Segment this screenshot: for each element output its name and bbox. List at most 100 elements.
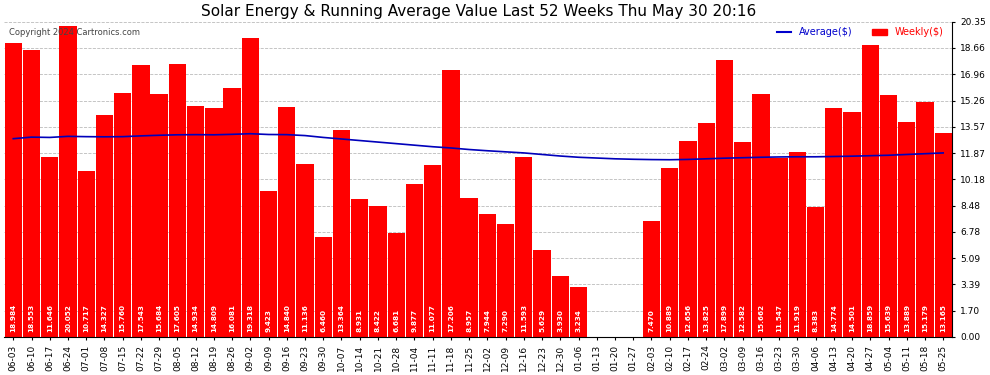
Bar — [770, 158, 788, 337]
Text: 17.899: 17.899 — [722, 304, 728, 332]
Bar — [406, 184, 423, 337]
Text: 18.859: 18.859 — [867, 304, 873, 332]
Bar — [515, 158, 533, 337]
Bar — [315, 237, 332, 337]
Text: 19.318: 19.318 — [248, 304, 253, 332]
Text: 3.930: 3.930 — [557, 309, 563, 332]
Bar — [133, 65, 149, 337]
Bar — [935, 133, 951, 337]
Text: 20.052: 20.052 — [65, 304, 71, 332]
Text: 14.934: 14.934 — [193, 304, 199, 332]
Text: 11.136: 11.136 — [302, 304, 308, 332]
Bar — [96, 115, 113, 337]
Text: 8.383: 8.383 — [813, 309, 819, 332]
Bar — [369, 207, 387, 337]
Bar — [698, 123, 715, 337]
Bar — [716, 60, 733, 337]
Bar — [789, 152, 806, 337]
Text: 7.290: 7.290 — [503, 309, 509, 332]
Text: 16.081: 16.081 — [229, 304, 235, 332]
Bar — [333, 130, 350, 337]
Text: 5.629: 5.629 — [540, 309, 545, 332]
Bar — [23, 50, 41, 337]
Text: 18.984: 18.984 — [10, 304, 16, 332]
Text: 11.593: 11.593 — [521, 304, 527, 332]
Text: 8.957: 8.957 — [466, 309, 472, 332]
Text: 13.889: 13.889 — [904, 304, 910, 332]
Bar — [534, 250, 550, 337]
Bar — [387, 234, 405, 337]
Text: 17.543: 17.543 — [138, 304, 144, 332]
Text: 15.179: 15.179 — [922, 304, 928, 332]
Bar — [59, 26, 76, 337]
Bar — [260, 191, 277, 337]
Text: 15.662: 15.662 — [758, 304, 764, 332]
Text: 14.501: 14.501 — [849, 304, 855, 332]
Bar — [42, 156, 58, 337]
Bar — [898, 122, 916, 337]
Bar — [917, 102, 934, 337]
Text: 11.919: 11.919 — [794, 304, 800, 332]
Text: 10.889: 10.889 — [666, 304, 672, 332]
Text: 8.422: 8.422 — [375, 309, 381, 332]
Text: 6.460: 6.460 — [320, 309, 327, 332]
Text: 9.877: 9.877 — [412, 309, 418, 332]
Bar — [150, 94, 168, 337]
Bar — [843, 112, 860, 337]
Text: 14.809: 14.809 — [211, 304, 217, 332]
Bar — [187, 106, 204, 337]
Text: Copyright 2024 Cartronics.com: Copyright 2024 Cartronics.com — [9, 28, 140, 37]
Text: 11.646: 11.646 — [47, 304, 52, 332]
Text: 11.547: 11.547 — [776, 304, 782, 332]
Legend: Average($), Weekly($): Average($), Weekly($) — [773, 23, 947, 41]
Bar — [880, 95, 897, 337]
Bar — [643, 221, 660, 337]
Text: 6.681: 6.681 — [393, 309, 399, 332]
Bar — [861, 45, 879, 337]
Text: 13.364: 13.364 — [339, 304, 345, 332]
Bar — [752, 94, 769, 337]
Bar — [443, 70, 459, 337]
Bar — [5, 43, 22, 337]
Text: 3.234: 3.234 — [575, 309, 581, 332]
Text: 13.825: 13.825 — [703, 304, 709, 332]
Bar — [296, 165, 314, 337]
Text: 9.423: 9.423 — [265, 309, 271, 332]
Text: 15.639: 15.639 — [885, 304, 892, 332]
Text: 15.760: 15.760 — [120, 304, 126, 332]
Text: 10.717: 10.717 — [83, 304, 89, 332]
Bar — [168, 64, 186, 337]
Bar — [242, 38, 259, 337]
Text: 15.684: 15.684 — [156, 304, 162, 332]
Bar — [224, 88, 241, 337]
Bar — [679, 141, 697, 337]
Text: 8.931: 8.931 — [356, 309, 362, 332]
Bar — [497, 224, 514, 337]
Text: 13.165: 13.165 — [940, 304, 946, 332]
Bar — [460, 198, 478, 337]
Bar — [734, 142, 751, 337]
Text: 14.774: 14.774 — [831, 304, 837, 332]
Text: 11.077: 11.077 — [430, 304, 436, 332]
Bar — [77, 171, 95, 337]
Bar — [114, 93, 132, 337]
Bar — [551, 276, 569, 337]
Text: 7.944: 7.944 — [484, 309, 490, 332]
Text: 7.470: 7.470 — [648, 309, 654, 332]
Bar — [479, 214, 496, 337]
Bar — [570, 287, 587, 337]
Text: 14.840: 14.840 — [284, 304, 290, 332]
Bar — [825, 108, 842, 337]
Bar — [205, 108, 223, 337]
Text: 17.206: 17.206 — [447, 304, 453, 332]
Text: 17.605: 17.605 — [174, 304, 180, 332]
Text: 12.582: 12.582 — [740, 304, 745, 332]
Title: Solar Energy & Running Average Value Last 52 Weeks Thu May 30 20:16: Solar Energy & Running Average Value Las… — [201, 4, 756, 19]
Bar — [351, 199, 368, 337]
Bar — [278, 107, 295, 337]
Text: 18.553: 18.553 — [29, 304, 35, 332]
Bar — [661, 168, 678, 337]
Text: 14.327: 14.327 — [101, 304, 108, 332]
Bar — [807, 207, 825, 337]
Text: 12.656: 12.656 — [685, 304, 691, 332]
